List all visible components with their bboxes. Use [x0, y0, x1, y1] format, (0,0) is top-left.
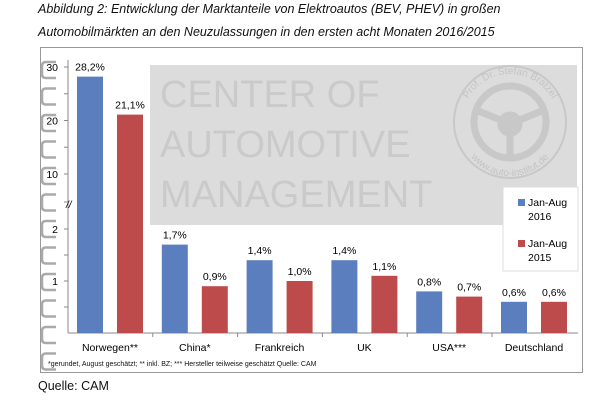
binding-ring: [40, 113, 56, 133]
bar: [456, 296, 483, 333]
watermark-line-1: CENTER OF: [160, 74, 380, 116]
data-label: 1,7%: [163, 230, 187, 242]
binding-ring: [40, 193, 56, 212]
binding-ring: [40, 325, 56, 345]
data-label: 0,6%: [542, 287, 566, 299]
binding-ring: [40, 272, 56, 292]
bar: [77, 76, 103, 333]
x-tick-label: Norwegen**: [82, 342, 138, 354]
steering-wheel-icon: [453, 65, 567, 179]
x-tick-label: China*: [179, 342, 211, 354]
figure-title-line-1: Abbildung 2: Entwicklung der Marktanteil…: [38, 2, 501, 16]
data-label: 28,2%: [75, 62, 105, 74]
data-label: 1,4%: [248, 245, 272, 257]
binding-ring: [40, 140, 56, 159]
footnote: *gerundet, August geschätzt; ** inkl. BZ…: [48, 361, 317, 368]
binding-ring: [40, 246, 56, 265]
y-tick-label: 20: [46, 116, 58, 128]
y-tick-label: 1: [52, 276, 58, 288]
legend-box: [502, 186, 579, 272]
data-label: 1,4%: [332, 245, 356, 257]
binding-rings: [40, 60, 56, 371]
bar: [331, 260, 358, 333]
binding-ring: [40, 352, 56, 371]
data-label: 0,9%: [203, 271, 227, 283]
binding-ring: [40, 87, 56, 106]
bars: 28,2% 21,1% 1,7% 0,9% 1,4% 1,0% 1,4% 1,1% 0,8% 0,…: [75, 62, 567, 334]
x-tick-label: USA***: [432, 342, 466, 354]
data-label: 0,6%: [502, 287, 526, 299]
bar: [161, 244, 188, 333]
bar: [246, 260, 273, 333]
y-tick-label: 10: [46, 169, 58, 181]
legend-swatch-2015: [518, 240, 525, 247]
bar: [501, 301, 527, 333]
y-axis: 1 2 10 20 30 //: [46, 60, 578, 337]
data-label: 1,0%: [288, 266, 312, 278]
binding-ring: [40, 299, 56, 318]
figure-title-line-2: Automobilmärkten an den Neuzulassungen i…: [38, 25, 495, 39]
legend-label-2015-a: Jan-Aug: [528, 238, 567, 250]
y-tick-label: 30: [46, 62, 58, 74]
watermark-line-3: MANAGEMENT: [160, 174, 432, 216]
source-note: Quelle: CAM: [38, 379, 109, 393]
x-tick-label: Frankreich: [255, 342, 305, 354]
data-label: 21,1%: [115, 100, 145, 112]
binding-ring: [40, 166, 56, 186]
binding-ring: [40, 60, 56, 80]
x-tick-label: UK: [357, 342, 372, 354]
bar: [286, 281, 313, 333]
legend-label-2015-b: 2015: [528, 252, 552, 264]
x-tick-label: Deutschland: [505, 342, 564, 354]
legend-swatch-2016: [518, 199, 525, 206]
chart-frame: [40, 47, 583, 373]
y-tick-label: 2: [52, 224, 58, 236]
data-label: 0,8%: [417, 276, 441, 288]
binding-ring: [40, 219, 56, 239]
watermark-line-2: AUTOMOTIVE: [160, 124, 411, 166]
bar: [416, 291, 443, 333]
legend-label-2016-b: 2016: [528, 211, 552, 223]
bar: [117, 114, 143, 334]
legend: Jan-Aug 2016 Jan-Aug 2015: [502, 186, 579, 272]
bar: [371, 275, 398, 333]
data-label: 1,1%: [372, 261, 396, 273]
y-axis-break: //: [65, 200, 73, 211]
legend-label-2016-a: Jan-Aug: [528, 197, 567, 209]
data-label: 0,7%: [457, 282, 481, 294]
bar: [201, 286, 228, 333]
bar: [541, 301, 567, 333]
x-axis-labels: Norwegen** China* Frankreich UK USA*** Deutsc…: [82, 342, 563, 354]
